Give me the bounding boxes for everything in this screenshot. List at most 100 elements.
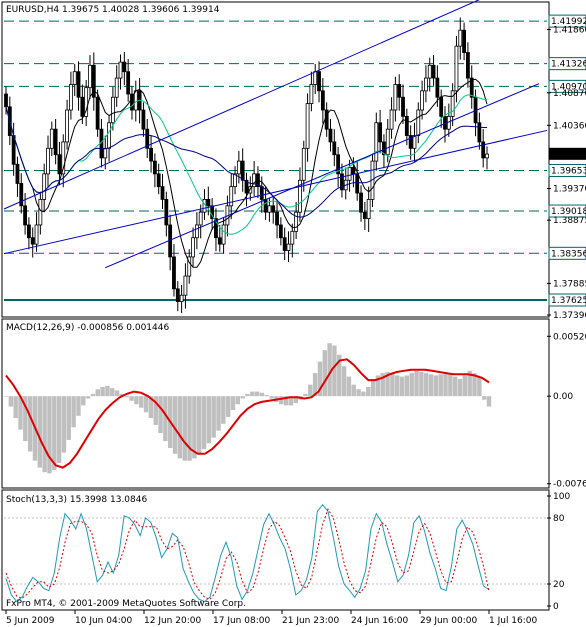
candle-body bbox=[240, 160, 245, 181]
candle bbox=[160, 173, 165, 209]
candle bbox=[172, 244, 176, 297]
time-tick-label: 1 Jul 16:00 bbox=[489, 616, 538, 626]
macd-panel-frame bbox=[1, 318, 550, 489]
candle bbox=[198, 204, 203, 239]
macd-bar bbox=[197, 396, 202, 454]
time-tick-label: 12 Jun 20:00 bbox=[144, 616, 201, 626]
macd-bar bbox=[322, 350, 327, 397]
candle bbox=[214, 208, 218, 252]
candle-body bbox=[374, 122, 379, 162]
candle bbox=[126, 58, 131, 102]
chart-header: EURUSD,H4 1.39675 1.40028 1.39606 1.3991… bbox=[6, 5, 220, 15]
candle-body bbox=[347, 167, 352, 181]
macd-bar bbox=[259, 392, 265, 397]
stoch-panel-frame bbox=[1, 489, 550, 611]
candle bbox=[240, 148, 245, 192]
candle-body bbox=[263, 199, 268, 213]
candle-body bbox=[427, 64, 432, 79]
candle bbox=[107, 115, 111, 162]
stoch-tick-label: 100 bbox=[553, 492, 570, 502]
candle-body bbox=[149, 147, 153, 162]
candle-body bbox=[27, 224, 31, 239]
candle-body bbox=[107, 122, 111, 149]
price-tick-label: 1.39370 bbox=[553, 185, 586, 195]
channel-mid-line bbox=[3, 129, 548, 255]
macd-bar bbox=[472, 373, 477, 397]
macd-bar bbox=[192, 396, 197, 459]
candle-body bbox=[141, 109, 146, 130]
candle-body bbox=[408, 135, 413, 149]
candle bbox=[278, 217, 283, 246]
candle bbox=[252, 161, 257, 197]
candle-body bbox=[420, 90, 425, 111]
candle bbox=[80, 84, 85, 125]
macd-bar bbox=[221, 396, 226, 424]
candle bbox=[466, 42, 470, 88]
candle-body bbox=[282, 237, 287, 251]
candle bbox=[328, 118, 333, 152]
stoch-signal-line bbox=[5, 508, 490, 601]
candle-body bbox=[401, 96, 405, 117]
candle-body bbox=[172, 256, 176, 290]
level-label-box bbox=[548, 14, 586, 28]
macd-tick-label: 0.00 bbox=[553, 392, 573, 402]
macd-bar bbox=[105, 385, 110, 397]
candle bbox=[34, 212, 39, 252]
candle-body bbox=[485, 153, 489, 159]
candle-body bbox=[217, 237, 222, 245]
candle bbox=[38, 191, 43, 235]
candle-body bbox=[214, 218, 218, 239]
stoch-axis: 100 80 20 0 bbox=[547, 492, 570, 612]
candle bbox=[187, 249, 192, 284]
macd-bar bbox=[119, 393, 125, 397]
macd-bar bbox=[395, 375, 400, 397]
candle-body bbox=[336, 154, 341, 175]
candle-body bbox=[355, 173, 360, 194]
macd-bar bbox=[61, 396, 67, 453]
macd-bar bbox=[370, 380, 376, 397]
macd-bar bbox=[47, 396, 52, 474]
macd-bar bbox=[206, 396, 212, 444]
candle-body bbox=[305, 103, 310, 149]
candle-body bbox=[244, 179, 249, 194]
macd-bar bbox=[110, 388, 115, 397]
candle bbox=[469, 65, 474, 109]
macd-bar bbox=[457, 378, 463, 397]
macd-bar bbox=[409, 373, 414, 397]
ma-mid-line bbox=[5, 94, 488, 235]
macd-bar bbox=[153, 396, 158, 425]
macd-bar bbox=[85, 396, 91, 399]
macd-bar bbox=[317, 361, 323, 397]
macd-bar bbox=[240, 396, 245, 399]
candle bbox=[114, 65, 119, 107]
copyright-text: FxPro MT4, © 2001-2009 MetaQuotes Softwa… bbox=[6, 599, 246, 609]
candle bbox=[362, 201, 367, 231]
price-plot[interactable] bbox=[3, 0, 548, 314]
macd-bar bbox=[114, 390, 120, 397]
macd-bar bbox=[143, 396, 149, 413]
candle bbox=[481, 129, 486, 168]
macd-bar bbox=[225, 396, 231, 417]
candle-body bbox=[34, 224, 39, 245]
macd-bar bbox=[124, 396, 129, 398]
macd-plot[interactable] bbox=[3, 343, 492, 474]
candle bbox=[229, 173, 234, 220]
candle-body bbox=[351, 167, 356, 175]
stoch-main-line bbox=[5, 504, 490, 603]
stoch-plot[interactable] bbox=[4, 504, 547, 603]
candle-body bbox=[15, 163, 20, 184]
macd-bar bbox=[172, 396, 178, 454]
macd-bar bbox=[380, 373, 385, 397]
macd-bar bbox=[361, 391, 366, 397]
macd-bar bbox=[211, 396, 216, 438]
candle bbox=[72, 64, 77, 96]
candle bbox=[305, 93, 310, 162]
macd-bar bbox=[293, 396, 298, 404]
candle bbox=[130, 86, 134, 120]
candle-body bbox=[38, 199, 43, 226]
candle-body bbox=[88, 64, 92, 89]
candle bbox=[462, 22, 466, 61]
level-label-box bbox=[548, 293, 586, 307]
candle bbox=[416, 102, 421, 144]
